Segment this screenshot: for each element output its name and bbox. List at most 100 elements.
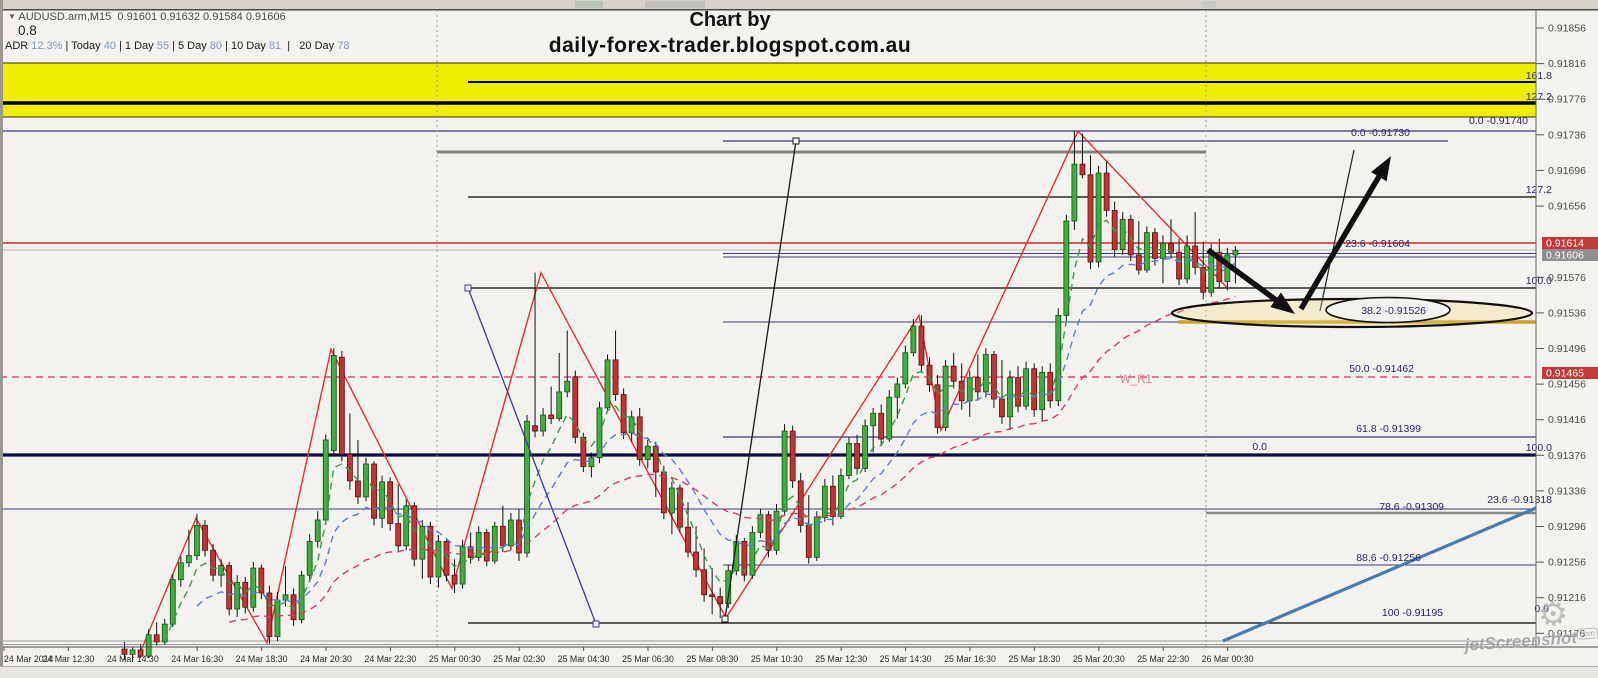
candlestick[interactable] <box>298 574 305 621</box>
candlestick[interactable] <box>194 524 200 557</box>
candlestick[interactable] <box>878 412 885 440</box>
candlestick[interactable] <box>830 485 836 517</box>
candlestick[interactable] <box>991 354 997 400</box>
candlestick[interactable] <box>604 359 611 409</box>
candlestick[interactable] <box>660 471 667 514</box>
candlestick[interactable] <box>330 355 337 452</box>
candlestick[interactable] <box>250 567 257 608</box>
candlestick[interactable] <box>483 532 490 562</box>
candlestick[interactable] <box>886 396 893 440</box>
candlestick[interactable] <box>950 365 957 382</box>
candlestick[interactable] <box>145 634 152 657</box>
candlestick[interactable] <box>709 594 716 597</box>
symbol-info-bar[interactable]: ▼ AUDUSD.arm,M15 0.91601 0.91632 0.91584… <box>8 11 286 23</box>
candlestick[interactable] <box>210 549 216 576</box>
price-marker-box[interactable] <box>1542 237 1598 249</box>
candlestick[interactable] <box>177 562 184 581</box>
candlestick[interactable] <box>669 487 675 514</box>
time-axis-label[interactable]: 26 Mar 00:30 <box>1202 654 1254 664</box>
candlestick[interactable] <box>644 445 651 460</box>
candlestick[interactable] <box>234 581 241 610</box>
candlestick[interactable] <box>346 453 353 482</box>
time-axis-label[interactable]: 25 Mar 08:30 <box>686 654 738 664</box>
candlestick[interactable] <box>934 384 941 428</box>
candlestick[interactable] <box>757 514 764 533</box>
candlestick[interactable] <box>387 481 394 524</box>
candlestick[interactable] <box>1143 232 1150 271</box>
trendline[interactable] <box>467 287 597 625</box>
time-axis-label[interactable]: 25 Mar 10:30 <box>751 654 803 664</box>
candlestick[interactable] <box>338 356 345 455</box>
time-axis-label[interactable]: 24 Mar 16:30 <box>171 654 223 664</box>
candlestick[interactable] <box>918 325 925 366</box>
candlestick[interactable] <box>765 514 772 551</box>
candlestick[interactable] <box>773 510 780 551</box>
time-axis-label[interactable]: 24 Mar 12:30 <box>42 654 94 664</box>
candlestick[interactable] <box>564 380 571 393</box>
candlestick[interactable] <box>612 359 619 395</box>
candlestick[interactable] <box>1208 251 1215 293</box>
candlestick[interactable] <box>1031 368 1038 411</box>
candlestick[interactable] <box>677 487 683 528</box>
candlestick[interactable] <box>580 436 587 468</box>
candlestick[interactable] <box>1192 245 1199 268</box>
candlestick[interactable] <box>902 352 909 385</box>
candlestick[interactable] <box>185 555 192 564</box>
time-axis-label[interactable]: 25 Mar 14:30 <box>880 654 932 664</box>
candlestick[interactable] <box>894 383 901 398</box>
candlestick[interactable] <box>821 485 828 518</box>
candlestick[interactable] <box>1063 220 1070 316</box>
time-axis-label[interactable]: 24 Mar 18:30 <box>236 654 288 664</box>
candlestick[interactable] <box>459 546 466 585</box>
candlestick[interactable] <box>306 540 313 576</box>
candlestick[interactable] <box>741 540 748 576</box>
candlestick[interactable] <box>556 391 563 420</box>
candlestick[interactable] <box>161 623 168 643</box>
candlestick[interactable] <box>411 505 418 560</box>
time-axis-label[interactable]: 24 Mar 22:30 <box>364 654 416 664</box>
time-axis-label[interactable]: 25 Mar 18:30 <box>1008 654 1060 664</box>
candlestick[interactable] <box>1023 368 1029 407</box>
time-axis-label[interactable]: 25 Mar 20:30 <box>1073 654 1125 664</box>
candlestick[interactable] <box>395 523 402 547</box>
candlestick[interactable] <box>685 526 691 553</box>
time-axis-label[interactable]: 25 Mar 16:30 <box>944 654 996 664</box>
candlestick[interactable] <box>725 570 732 605</box>
candlestick[interactable] <box>628 416 635 434</box>
candlestick[interactable] <box>982 354 989 393</box>
candlestick[interactable] <box>1232 250 1239 256</box>
candlestick[interactable] <box>838 475 844 517</box>
candlestick[interactable] <box>1079 163 1086 176</box>
trendline[interactable] <box>724 140 797 620</box>
candlestick[interactable] <box>588 457 595 468</box>
trendline-anchor-handle[interactable] <box>721 615 729 623</box>
candlestick[interactable] <box>266 592 273 637</box>
price-marker-box[interactable] <box>1542 367 1598 379</box>
trendline-anchor-handle[interactable] <box>464 284 472 292</box>
candlestick[interactable] <box>379 481 386 519</box>
candlestick[interactable] <box>1095 172 1102 263</box>
price-marker-box[interactable] <box>1542 249 1598 261</box>
candlestick[interactable] <box>805 524 812 558</box>
candlestick[interactable] <box>137 649 144 657</box>
candlestick[interactable] <box>499 525 506 547</box>
candlestick[interactable] <box>926 364 933 386</box>
candlestick[interactable] <box>548 414 555 420</box>
candlestick[interactable] <box>1039 371 1046 411</box>
candlestick[interactable] <box>1184 245 1190 280</box>
candlestick[interactable] <box>226 565 233 610</box>
time-axis-label[interactable]: 25 Mar 22:30 <box>1137 654 1189 664</box>
time-axis-label[interactable]: 25 Mar 04:30 <box>558 654 610 664</box>
candlestick[interactable] <box>1135 254 1142 271</box>
candlestick[interactable] <box>1103 172 1110 211</box>
candlestick[interactable] <box>846 443 852 476</box>
annotation-arrow[interactable] <box>1298 171 1384 311</box>
candlestick[interactable] <box>854 443 860 469</box>
time-axis-label[interactable]: 25 Mar 00:30 <box>429 654 481 664</box>
candlestick[interactable] <box>572 376 579 438</box>
annotation-arrow[interactable] <box>1206 247 1281 305</box>
candlestick[interactable] <box>1015 377 1021 407</box>
candlestick[interactable] <box>218 565 225 576</box>
candlestick[interactable] <box>355 480 361 498</box>
